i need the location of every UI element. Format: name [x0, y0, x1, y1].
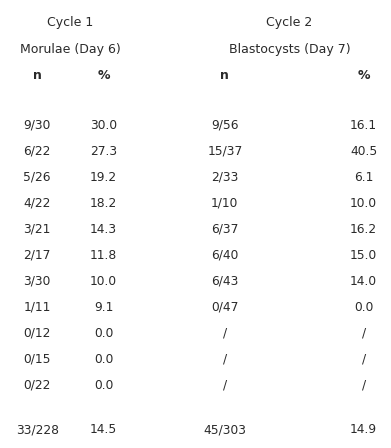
Text: 6.1: 6.1: [354, 171, 373, 184]
Text: /: /: [362, 353, 366, 366]
Text: 5/26: 5/26: [23, 171, 51, 184]
Text: 2/33: 2/33: [211, 171, 239, 184]
Text: %: %: [357, 69, 370, 82]
Text: /: /: [362, 379, 366, 392]
Text: 16.2: 16.2: [350, 223, 377, 236]
Text: n: n: [221, 69, 229, 82]
Text: 15/37: 15/37: [207, 145, 242, 158]
Text: 11.8: 11.8: [90, 249, 117, 262]
Text: 10.0: 10.0: [90, 275, 117, 288]
Text: 19.2: 19.2: [90, 171, 117, 184]
Text: 16.1: 16.1: [350, 119, 377, 132]
Text: /: /: [223, 353, 227, 366]
Text: 6/22: 6/22: [23, 145, 51, 158]
Text: 14.3: 14.3: [90, 223, 117, 236]
Text: 0/47: 0/47: [211, 301, 239, 314]
Text: /: /: [223, 379, 227, 392]
Text: 6/43: 6/43: [211, 275, 239, 288]
Text: 27.3: 27.3: [90, 145, 117, 158]
Text: 0.0: 0.0: [354, 301, 373, 314]
Text: 0/12: 0/12: [23, 327, 51, 340]
Text: 1/10: 1/10: [211, 197, 239, 210]
Text: 14.9: 14.9: [350, 423, 377, 436]
Text: 9.1: 9.1: [94, 301, 113, 314]
Text: 4/22: 4/22: [23, 197, 51, 210]
Text: 0.0: 0.0: [94, 379, 113, 392]
Text: 3/30: 3/30: [23, 275, 51, 288]
Text: 18.2: 18.2: [90, 197, 117, 210]
Text: 10.0: 10.0: [350, 197, 377, 210]
Text: 0/22: 0/22: [23, 379, 51, 392]
Text: 14.5: 14.5: [90, 423, 117, 436]
Text: 6/37: 6/37: [211, 223, 239, 236]
Text: 14.0: 14.0: [350, 275, 377, 288]
Text: Morulae (Day 6): Morulae (Day 6): [20, 43, 121, 56]
Text: Blastocysts (Day 7): Blastocysts (Day 7): [228, 43, 350, 56]
Text: Cycle 2: Cycle 2: [266, 16, 312, 29]
Text: n: n: [33, 69, 41, 82]
Text: 1/11: 1/11: [23, 301, 51, 314]
Text: 15.0: 15.0: [350, 249, 377, 262]
Text: 0.0: 0.0: [94, 327, 113, 340]
Text: 9/30: 9/30: [23, 119, 51, 132]
Text: 30.0: 30.0: [90, 119, 117, 132]
Text: 9/56: 9/56: [211, 119, 239, 132]
Text: 33/228: 33/228: [16, 423, 59, 436]
Text: 0.0: 0.0: [94, 353, 113, 366]
Text: 0/15: 0/15: [23, 353, 51, 366]
Text: 2/17: 2/17: [23, 249, 51, 262]
Text: 3/21: 3/21: [23, 223, 51, 236]
Text: %: %: [97, 69, 110, 82]
Text: 40.5: 40.5: [350, 145, 377, 158]
Text: /: /: [223, 327, 227, 340]
Text: 45/303: 45/303: [203, 423, 246, 436]
Text: /: /: [362, 327, 366, 340]
Text: 6/40: 6/40: [211, 249, 239, 262]
Text: Cycle 1: Cycle 1: [47, 16, 93, 29]
